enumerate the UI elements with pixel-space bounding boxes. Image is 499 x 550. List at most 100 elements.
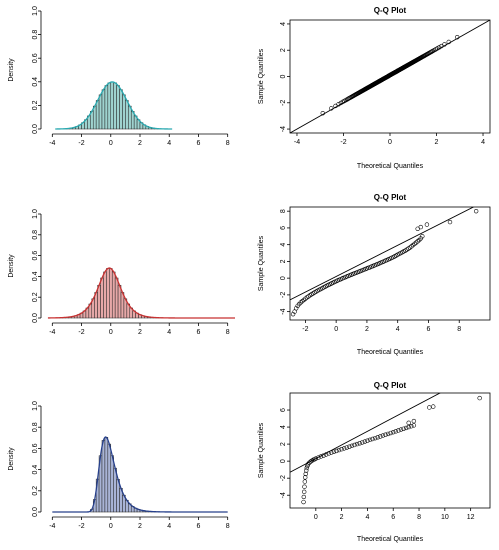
qq-point	[301, 489, 307, 495]
x-tick-label: -2	[78, 523, 84, 530]
qq-point	[447, 219, 453, 225]
qq-point	[344, 445, 349, 450]
qq-point	[313, 456, 319, 461]
histogram-bar	[104, 437, 109, 513]
y-tick-label: 0.6	[32, 53, 39, 63]
qq-point	[334, 448, 339, 454]
density-curve	[55, 81, 173, 130]
qq-point	[367, 437, 373, 443]
qq-point	[370, 436, 375, 442]
y-tick-label: 2	[280, 48, 287, 52]
qq-point	[380, 433, 386, 438]
qq-point	[329, 450, 334, 455]
qq-point	[357, 441, 362, 446]
qq-point	[336, 102, 341, 107]
qq-plot-panel-2: Q-Q Plot -2 0 2 4 6 8 -4 -2 0 2 4 6 8 Theoretical Quan…	[258, 193, 491, 356]
qq-point	[406, 424, 411, 430]
histogram-bar	[114, 277, 119, 319]
qq-point	[331, 449, 337, 454]
y-tick-label: 1.0	[32, 6, 39, 16]
qq-point	[302, 484, 307, 489]
qq-point	[326, 451, 331, 456]
x-tick-label: 0	[109, 329, 113, 336]
qq-point	[341, 446, 347, 451]
qq-point	[301, 499, 306, 505]
x-tick-label: 0	[109, 523, 113, 530]
y-axis-label: Density	[8, 58, 15, 82]
y-tick-label: 0.4	[32, 271, 39, 281]
histogram-bar	[109, 268, 113, 319]
x-tick-label: -4	[49, 523, 55, 530]
y-tick-label: 0	[280, 74, 287, 78]
x-tick-label: -2	[302, 326, 308, 333]
y-axis-label: Sample Quantiles	[258, 235, 265, 291]
plot-area	[290, 207, 479, 317]
x-tick-label: 0	[388, 139, 392, 146]
x-tick-label: 4	[167, 140, 171, 147]
y-tick-label: 4	[280, 425, 287, 429]
y-tick-label: 6	[280, 408, 287, 412]
y-tick-label: 0.4	[32, 465, 39, 475]
qq-point	[398, 427, 404, 432]
histogram-bar	[107, 82, 112, 130]
qq-point	[406, 420, 411, 426]
qq-point	[411, 423, 417, 428]
y-tick-label: 4	[280, 22, 287, 26]
x-tick-label: 8	[226, 523, 230, 530]
y-tick-label: 0.2	[32, 292, 39, 302]
qq-point	[302, 479, 308, 484]
y-tick-label: 2	[280, 442, 287, 446]
qq-point	[336, 447, 342, 453]
y-axis-label: Sample Quantiles	[258, 48, 265, 104]
y-tick-label: 0.2	[32, 486, 39, 496]
histogram-bar	[111, 271, 116, 319]
x-tick-label: 6	[391, 514, 395, 521]
qq-point	[301, 494, 307, 500]
qq-point	[393, 429, 399, 434]
x-tick-label: 4	[167, 329, 171, 336]
density-curve	[47, 267, 235, 319]
y-tick-label: -2	[280, 475, 287, 481]
qq-point	[320, 110, 325, 116]
y-tick-label: 0.6	[32, 443, 39, 453]
histogram-bar	[110, 81, 114, 130]
histogram-bar	[125, 100, 129, 130]
histogram-bar	[95, 100, 100, 130]
qq-point	[305, 461, 311, 467]
qq-point	[418, 224, 423, 230]
qq-point	[383, 432, 388, 437]
histogram-bar	[101, 89, 106, 130]
qq-point	[388, 430, 393, 436]
y-tick-label: 0.0	[32, 507, 39, 517]
qq-reference-line	[290, 207, 475, 301]
qq-point	[339, 447, 344, 452]
y-tick-label: 0.2	[32, 100, 39, 110]
y-tick-label: 0.0	[32, 124, 39, 134]
histogram-bar	[107, 443, 112, 513]
x-tick-label: 8	[226, 140, 230, 147]
histogram-bar	[97, 284, 101, 319]
plot-frame	[289, 206, 491, 321]
qq-point	[375, 435, 380, 440]
qq-point	[427, 405, 432, 410]
y-tick-label: 4	[280, 243, 287, 247]
histogram-panel-1: 0.0 0.2 0.4 0.6 0.8 1.0 Density -4 -2 0 2 4 6 8	[8, 6, 230, 147]
qq-point	[428, 50, 433, 55]
qq-point	[354, 441, 360, 447]
y-axis-label: Density	[8, 254, 15, 278]
x-tick-label: 0	[314, 514, 318, 521]
qq-reference-line	[290, 393, 441, 473]
qq-point	[411, 418, 417, 424]
qq-point	[420, 234, 425, 239]
x-tick-label: 8	[417, 514, 421, 521]
plot-title: Q-Q Plot	[374, 6, 407, 15]
y-tick-label: 8	[280, 209, 287, 213]
histogram-bar	[104, 85, 109, 130]
x-axis-label: Theoretical Quantiles	[357, 163, 424, 170]
y-tick-label: 0.8	[32, 30, 39, 40]
y-tick-label: 1.0	[32, 209, 39, 219]
x-tick-label: 2	[138, 329, 142, 336]
qq-point	[396, 428, 401, 433]
x-tick-label: 0	[109, 140, 113, 147]
qq-point	[321, 453, 326, 458]
